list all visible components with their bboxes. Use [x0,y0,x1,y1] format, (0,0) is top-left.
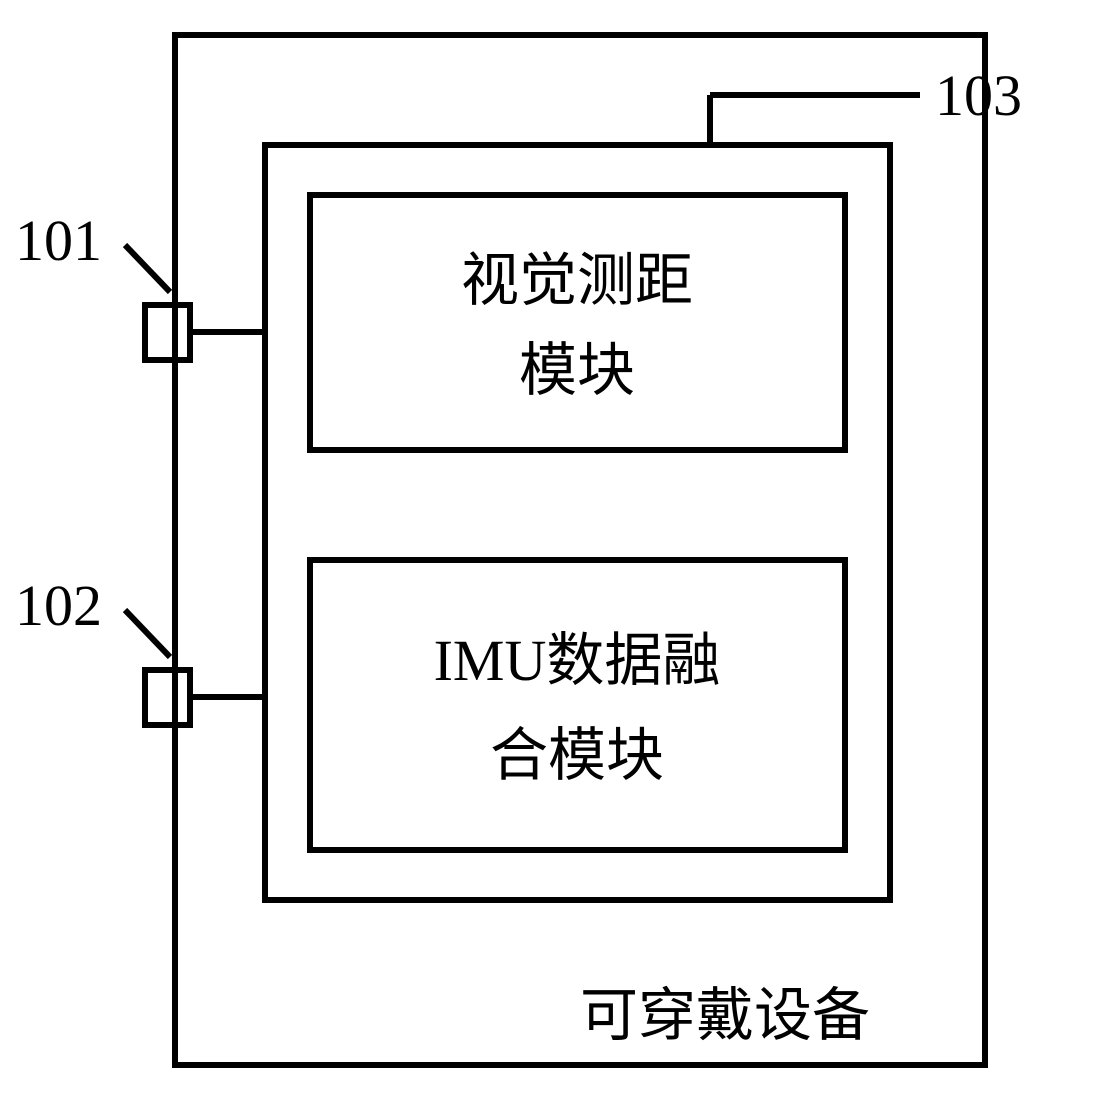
module-top-line1: 视觉测距 [461,248,693,313]
outer-box-label: 可穿戴设备 [580,983,870,1048]
module-top-box [310,195,845,450]
block-diagram: 视觉测距 模块 IMU数据融 合模块 101 102 103 可穿戴设备 [0,0,1103,1103]
label-102: 102 [15,573,102,638]
leader-102 [125,610,170,657]
outer-box [175,35,985,1065]
label-103: 103 [935,63,1022,128]
module-top-line2: 模块 [519,338,635,403]
connector-101-port [145,305,190,360]
connector-102-port [145,670,190,725]
module-bottom-box [310,560,845,850]
leader-101 [125,245,170,292]
module-bottom-line2: 合模块 [490,723,664,788]
module-bottom-line1: IMU数据融 [434,628,721,693]
label-101: 101 [15,208,102,273]
